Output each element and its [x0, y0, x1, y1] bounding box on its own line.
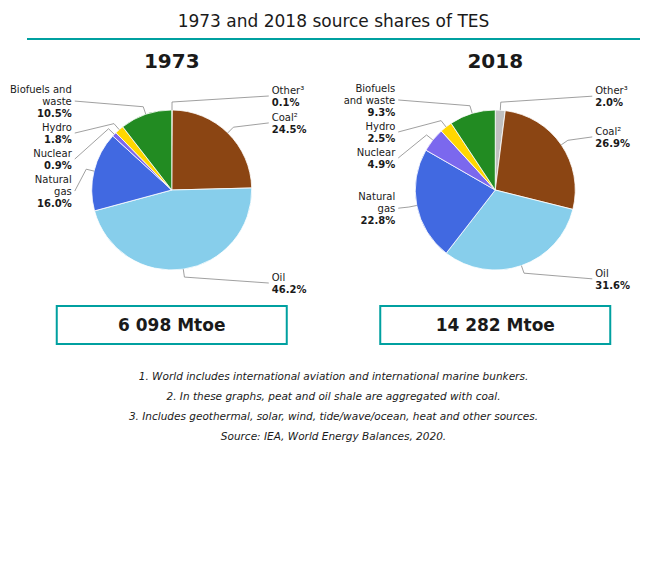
- title: 1973 and 2018 source shares of TES: [178, 11, 490, 31]
- pie-title: 1973: [144, 49, 200, 73]
- pie-chart: 2018 Other³2.0% Coal²26.9% Oil31.6% Naturalg…: [344, 49, 630, 344]
- data-label: 1.8%: [44, 134, 72, 145]
- pie-chart: 1973 Other³0.1% Coal²24.5% Oil46.2% Naturalg…: [10, 49, 306, 344]
- slice-label: Other³: [272, 85, 304, 96]
- leader-line: [398, 135, 433, 158]
- slice-label: Oil: [595, 268, 608, 279]
- pie-title: 2018: [467, 49, 523, 73]
- data-label: 22.8%: [361, 215, 396, 226]
- data-label: 4.9%: [368, 159, 396, 170]
- pie-slice: [172, 110, 252, 190]
- data-label: 2.0%: [595, 97, 623, 108]
- footnote: 1. World includes international aviation…: [139, 370, 529, 382]
- data-label: 31.6%: [595, 280, 630, 291]
- leader-line: [398, 205, 417, 208]
- leader-line: [75, 124, 119, 133]
- leader-line: [500, 96, 592, 110]
- slice-label: Hydro: [42, 122, 72, 133]
- total-box: [57, 306, 287, 344]
- data-label: 9.3%: [368, 107, 396, 118]
- leader-line: [561, 137, 592, 145]
- slice-label: Nuclear: [33, 148, 72, 159]
- total-box: [380, 306, 610, 344]
- slice-label: Other³: [595, 85, 627, 96]
- background: [0, 0, 667, 569]
- data-label: 2.5%: [368, 133, 396, 144]
- data-label: 0.1%: [272, 97, 300, 108]
- slice-label: Coal²: [595, 126, 621, 137]
- slice-label: Naturalgas: [35, 174, 72, 197]
- total-label: 14 282 Mtoe: [436, 315, 555, 335]
- leader-line: [398, 121, 446, 132]
- slice-label: Naturalgas: [358, 191, 395, 214]
- leader-line: [398, 100, 472, 113]
- slice-label: Nuclear: [357, 147, 396, 158]
- slice-label: Biofuelsand waste: [344, 83, 396, 106]
- slice-label: Oil: [272, 272, 285, 283]
- leader-line: [75, 169, 94, 191]
- slice-label: Biofuels andwaste: [10, 84, 72, 107]
- chart: 1973 and 2018 source shares of TES 1973 Ot…: [0, 0, 667, 569]
- data-label: 0.9%: [44, 160, 72, 171]
- pie-slice: [451, 110, 495, 190]
- data-label: 10.5%: [37, 108, 72, 119]
- footnote: 2. In these graphs, peat and oil shale a…: [166, 390, 500, 402]
- leader-line: [75, 101, 146, 114]
- data-label: 16.0%: [37, 198, 72, 209]
- data-label: 46.2%: [272, 284, 307, 295]
- total-label: 6 098 Mtoe: [118, 315, 225, 335]
- leader-line: [172, 96, 269, 110]
- slice-label: Coal²: [272, 112, 298, 123]
- leader-line: [521, 266, 592, 279]
- pie-slice: [123, 110, 172, 190]
- leader-line: [228, 123, 269, 133]
- data-label: 24.5%: [272, 124, 307, 135]
- data-label: 26.9%: [595, 138, 630, 149]
- leader-line: [183, 269, 268, 283]
- leader-line: [75, 129, 115, 159]
- footnote: 3. Includes geothermal, solar, wind, tid…: [129, 410, 538, 422]
- title-rule: [27, 38, 640, 40]
- slice-label: Hydro: [365, 121, 395, 132]
- source: Source: IEA, World Energy Balances, 2020…: [221, 430, 446, 442]
